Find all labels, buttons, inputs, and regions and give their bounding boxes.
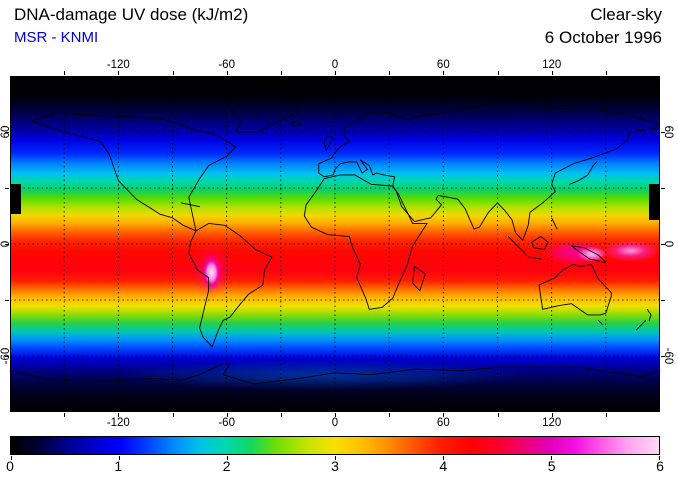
lon-label: 120 [542, 59, 562, 71]
colorbar-label: 1 [114, 458, 123, 474]
coastline-greenland [227, 91, 299, 132]
coastline-tasmania [599, 321, 603, 325]
colorbar-axis: 0 1 2 3 4 5 6 [6, 458, 664, 474]
lat-label: 60 [662, 125, 674, 139]
tick-mark [64, 71, 66, 75]
coastline-australia [539, 265, 611, 315]
coastline-philippines [552, 218, 557, 229]
date-label: 6 October 1996 [544, 28, 662, 47]
right-latitude-axis: 60 0 -60 [662, 76, 674, 412]
tick-mark [389, 71, 391, 75]
map-overlay [10, 76, 660, 412]
lon-label: -60 [218, 59, 235, 71]
coastline-africa [304, 175, 427, 309]
colorbar-label: 4 [439, 458, 448, 474]
lon-label: 120 [542, 417, 562, 429]
no-data-strip [10, 183, 22, 215]
tick-mark [443, 71, 445, 75]
graticule [10, 76, 660, 412]
colorbar-label: 5 [547, 458, 556, 474]
source-label: MSR - KNMI [14, 29, 99, 46]
bottom-longitude-axis: -120 -60 0 60 120 [10, 417, 660, 430]
coastline-sumatra [508, 237, 526, 256]
coastline-cuba [182, 203, 200, 207]
tick-mark [551, 71, 553, 75]
colorbar-label: 2 [222, 458, 231, 474]
tick-mark [605, 71, 607, 75]
colorbar-label: 6 [656, 458, 664, 474]
tick-mark [118, 71, 120, 75]
tick-mark [280, 71, 282, 75]
figure-title: DNA-damage UV dose (kJ/m2) [14, 5, 249, 24]
colorbar-label: 0 [6, 458, 14, 474]
world-map-plot [5, 71, 665, 417]
colorbar-label: 3 [331, 458, 339, 474]
coastline-borneo [532, 237, 548, 250]
lat-label: 0 [662, 240, 674, 248]
coastline-new-guinea [572, 246, 606, 263]
lon-label: 60 [436, 59, 450, 71]
lon-label: 0 [331, 417, 339, 429]
tick-mark [226, 71, 228, 75]
coastline-eurasia [319, 100, 658, 240]
lon-label: 60 [436, 417, 450, 429]
coastline-iceland [292, 121, 301, 127]
tick-mark [335, 71, 336, 75]
tick-mark [172, 71, 174, 75]
lon-label: -120 [106, 417, 130, 429]
lat-label: -60 [662, 347, 674, 365]
colorbar-gradient [11, 437, 659, 454]
coastline-britain [324, 136, 333, 151]
coastline-new-zealand-north [647, 309, 651, 320]
coastline-new-zealand-south [637, 321, 646, 330]
coastline-north-america [32, 113, 236, 231]
top-longitude-axis: -120 -60 0 60 120 [10, 58, 660, 71]
condition-label: Clear-sky [590, 5, 662, 24]
coastline-antarctica [10, 363, 660, 384]
lon-label: -120 [106, 59, 130, 71]
plot-frame [10, 76, 660, 412]
lon-label: 0 [331, 59, 339, 71]
coastline-japan [570, 162, 597, 184]
tick-mark [497, 71, 499, 75]
lon-label: -60 [218, 417, 235, 429]
coastline-java [528, 257, 541, 259]
no-data-strip [648, 183, 660, 221]
coastline-madagascar [413, 266, 426, 290]
colorbar [10, 436, 660, 460]
coastlines [10, 91, 660, 384]
coastline-south-america [189, 223, 272, 346]
